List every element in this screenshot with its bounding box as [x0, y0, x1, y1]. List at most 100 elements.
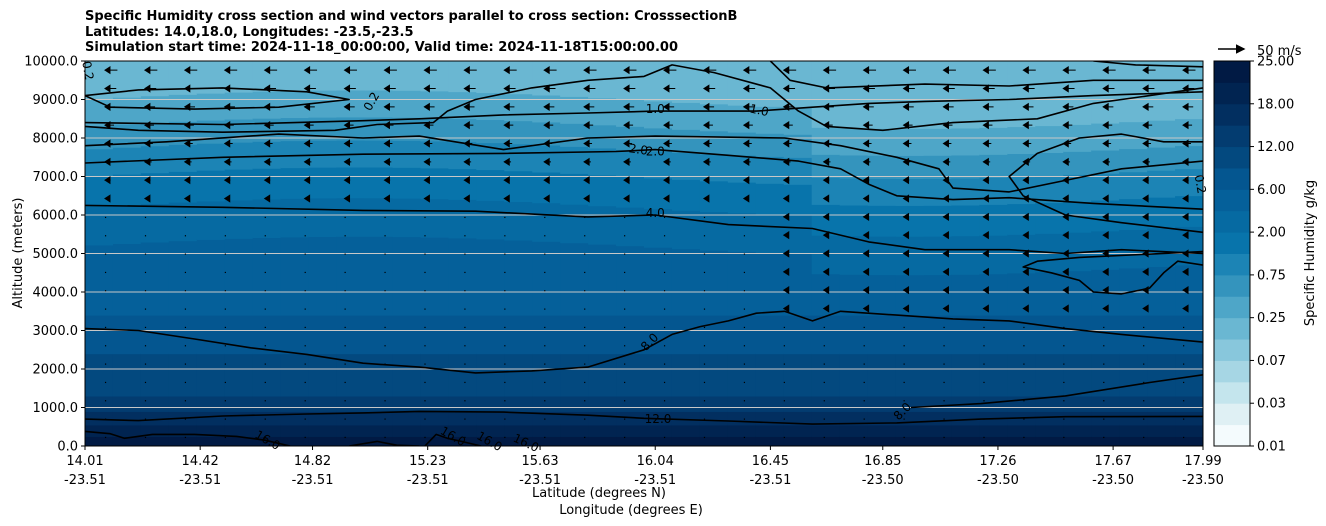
wind-vector — [823, 381, 825, 384]
level-band — [644, 127, 673, 152]
wind-vector — [184, 308, 187, 310]
wind-vector — [1103, 381, 1105, 384]
wind-vector — [663, 308, 666, 310]
level-band — [112, 315, 142, 355]
level-band — [196, 395, 226, 412]
level-band — [699, 130, 729, 155]
wind-vector — [1182, 304, 1189, 313]
wind-vector — [982, 176, 990, 185]
wind-vector — [702, 102, 715, 111]
wind-vector — [503, 176, 510, 185]
level-band — [560, 395, 589, 412]
level-band — [839, 274, 869, 316]
wind-vector — [1183, 418, 1185, 420]
level-band — [699, 436, 729, 446]
wind-vector — [304, 345, 306, 347]
level-band — [671, 436, 701, 446]
level-band — [588, 353, 617, 397]
wind-vector — [782, 84, 796, 93]
wind-vector — [822, 249, 830, 258]
level-band — [504, 353, 533, 397]
level-band — [951, 235, 980, 275]
level-band — [336, 424, 366, 437]
level-band — [1175, 315, 1203, 355]
level-band — [755, 395, 785, 412]
colorbar-tick-label: 18.00 — [1257, 97, 1294, 112]
level-band — [448, 199, 477, 239]
wind-vector — [942, 66, 956, 75]
wind-vector — [783, 400, 785, 402]
wind-vector — [464, 235, 466, 237]
level-band — [951, 61, 980, 129]
level-band — [1147, 411, 1176, 426]
wind-vector — [504, 363, 506, 365]
level-band — [839, 61, 869, 129]
wind-vector — [1183, 345, 1185, 347]
wind-vector — [943, 326, 945, 329]
wind-vector — [862, 157, 871, 166]
level-band — [392, 236, 421, 316]
wind-vector — [903, 436, 905, 439]
colorbar-segment — [1214, 82, 1250, 105]
wind-vector — [743, 363, 746, 365]
wind-vector — [783, 326, 785, 329]
wind-vector — [584, 326, 586, 329]
level-band — [923, 395, 953, 412]
wind-vector — [822, 66, 837, 75]
level-band — [448, 395, 477, 412]
wind-vector — [503, 157, 512, 166]
y-axis: 0.0 1000.0 2000.0 3000.0 4000.0 5000.0 6000.0 7… — [24, 55, 85, 455]
wind-vector — [304, 253, 306, 255]
level-band — [699, 153, 729, 182]
wind-vector — [743, 436, 746, 439]
wind-vector — [144, 436, 147, 439]
wind-vector — [1182, 176, 1189, 185]
wind-vector — [584, 436, 586, 439]
wind-vector — [383, 157, 392, 166]
wind-vector — [743, 308, 746, 310]
wind-vector — [623, 66, 637, 75]
level-band — [196, 353, 226, 397]
level-band — [616, 436, 645, 446]
wind-vector — [624, 345, 626, 347]
wind-vector — [583, 121, 594, 130]
level-band — [699, 353, 729, 397]
wind-vector — [224, 271, 226, 274]
level-band — [252, 353, 282, 397]
wind-vector — [822, 194, 830, 203]
wind-vector — [743, 418, 746, 420]
level-band — [588, 124, 617, 149]
colorbar-segment — [1214, 167, 1250, 190]
wind-vector — [584, 345, 586, 347]
wind-vector — [663, 381, 666, 384]
wind-vector — [583, 194, 590, 203]
level-band — [1147, 395, 1176, 412]
wind-vector — [1062, 102, 1074, 111]
wind-vector — [544, 253, 546, 255]
x-tick-lat-label: 15.63 — [521, 454, 558, 469]
wind-vector — [264, 235, 266, 237]
wind-vector — [983, 381, 985, 384]
level-band — [1063, 411, 1092, 426]
wind-vector — [863, 326, 865, 329]
wind-vector — [1183, 363, 1185, 365]
wind-vector — [623, 139, 632, 148]
level-band — [811, 395, 841, 412]
level-band — [783, 424, 813, 437]
wind-vector — [782, 249, 790, 258]
wind-vector — [982, 66, 996, 75]
level-band — [1119, 353, 1148, 397]
wind-vector — [464, 216, 466, 219]
level-band — [1147, 436, 1176, 446]
wind-vector — [424, 253, 426, 255]
wind-vector — [303, 176, 311, 185]
wind-vector — [263, 66, 278, 75]
level-band — [1035, 152, 1064, 177]
wind-vector — [1143, 400, 1145, 402]
wind-vector — [304, 381, 306, 384]
wind-vector — [1102, 176, 1109, 185]
colorbar-segment — [1214, 189, 1250, 212]
wind-vector — [624, 253, 626, 255]
wind-vector — [463, 66, 477, 75]
wind-vector — [584, 381, 586, 384]
